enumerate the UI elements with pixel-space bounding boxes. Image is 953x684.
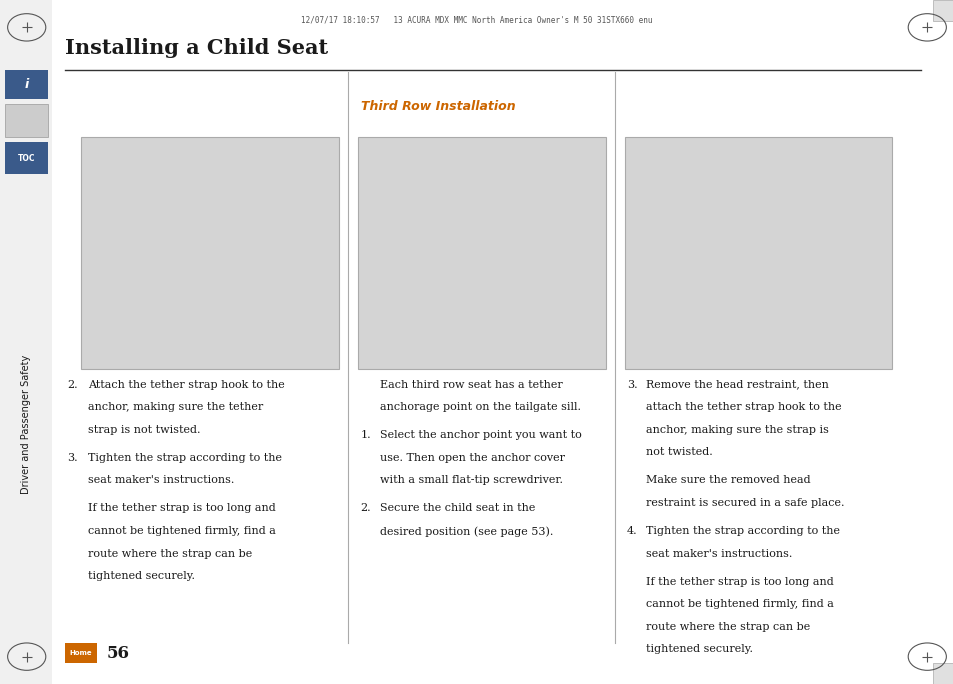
Text: Select the anchor point you want to: Select the anchor point you want to <box>379 430 580 440</box>
Text: 1.: 1. <box>360 430 371 440</box>
Text: use. Then open the anchor cover: use. Then open the anchor cover <box>379 453 564 463</box>
Text: i: i <box>24 78 29 92</box>
Text: Third Row Installation: Third Row Installation <box>360 100 515 113</box>
Text: restraint is secured in a safe place.: restraint is secured in a safe place. <box>645 498 843 508</box>
Text: route where the strap can be: route where the strap can be <box>88 549 252 559</box>
Bar <box>5 142 48 174</box>
Text: 12/07/17 18:10:57   13 ACURA MDX MMC North America Owner's M 50 31STX660 enu: 12/07/17 18:10:57 13 ACURA MDX MMC North… <box>301 15 652 24</box>
Text: route where the strap can be: route where the strap can be <box>645 622 809 632</box>
Bar <box>81 137 338 369</box>
Text: desired position (see page 53).: desired position (see page 53). <box>379 526 553 536</box>
Text: 3.: 3. <box>626 380 637 390</box>
Text: Driver and Passenger Safety: Driver and Passenger Safety <box>21 354 31 494</box>
Text: 2.: 2. <box>360 503 371 514</box>
Bar <box>624 137 891 369</box>
Text: anchor, making sure the strap is: anchor, making sure the strap is <box>645 425 828 435</box>
Text: seat maker's instructions.: seat maker's instructions. <box>88 475 233 486</box>
Text: Tighten the strap according to the: Tighten the strap according to the <box>645 526 839 536</box>
Text: anchor, making sure the tether: anchor, making sure the tether <box>88 402 263 412</box>
Text: not twisted.: not twisted. <box>645 447 712 458</box>
Bar <box>357 137 605 369</box>
Text: Secure the child seat in the: Secure the child seat in the <box>379 503 535 514</box>
Bar <box>65 643 97 663</box>
Text: Installing a Child Seat: Installing a Child Seat <box>65 38 328 58</box>
Bar <box>0 663 21 684</box>
Text: 4.: 4. <box>626 526 637 536</box>
Text: Tighten the strap according to the: Tighten the strap according to the <box>88 453 281 463</box>
Text: anchorage point on the tailgate sill.: anchorage point on the tailgate sill. <box>379 402 580 412</box>
Text: strap is not twisted.: strap is not twisted. <box>88 425 200 435</box>
Bar <box>0 0 21 21</box>
Text: tightened securely.: tightened securely. <box>88 571 194 581</box>
Text: attach the tether strap hook to the: attach the tether strap hook to the <box>645 402 841 412</box>
Text: cannot be tightened firmly, find a: cannot be tightened firmly, find a <box>88 526 275 536</box>
Text: Attach the tether strap hook to the: Attach the tether strap hook to the <box>88 380 284 390</box>
Text: tightened securely.: tightened securely. <box>645 644 752 655</box>
Text: 56: 56 <box>107 645 130 661</box>
Text: Make sure the removed head: Make sure the removed head <box>645 475 810 486</box>
Text: cannot be tightened firmly, find a: cannot be tightened firmly, find a <box>645 599 833 609</box>
Text: Home: Home <box>70 650 92 656</box>
Bar <box>932 663 953 684</box>
Bar <box>932 0 953 21</box>
Text: Each third row seat has a tether: Each third row seat has a tether <box>379 380 562 390</box>
Bar <box>5 70 48 99</box>
Bar <box>5 104 48 137</box>
Text: If the tether strap is too long and: If the tether strap is too long and <box>88 503 275 514</box>
Text: 3.: 3. <box>67 453 77 463</box>
Text: Remove the head restraint, then: Remove the head restraint, then <box>645 380 828 390</box>
Text: with a small flat-tip screwdriver.: with a small flat-tip screwdriver. <box>379 475 562 486</box>
Text: seat maker's instructions.: seat maker's instructions. <box>645 549 791 559</box>
Text: TOC: TOC <box>17 153 35 163</box>
Text: If the tether strap is too long and: If the tether strap is too long and <box>645 577 833 587</box>
Bar <box>0 0 52 684</box>
Text: 2.: 2. <box>67 380 77 390</box>
